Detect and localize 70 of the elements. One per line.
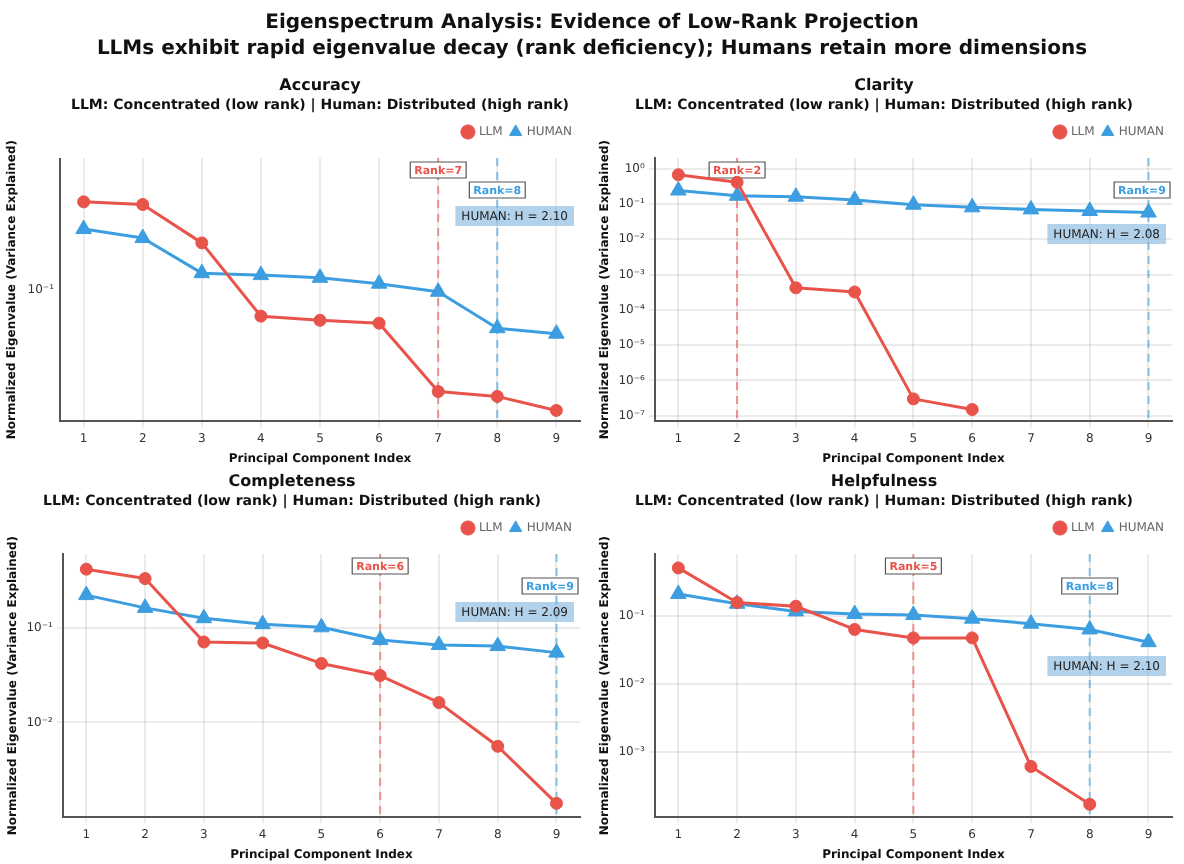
point: [78, 585, 95, 601]
point: [1081, 619, 1099, 635]
point: [548, 324, 565, 339]
point: [963, 609, 981, 624]
point: [136, 598, 154, 613]
point: [370, 274, 388, 289]
point: [963, 197, 981, 213]
point: [548, 643, 565, 658]
point: [848, 622, 862, 636]
point: [197, 635, 211, 649]
point: [488, 318, 506, 334]
point: [1022, 614, 1040, 629]
point: [489, 636, 507, 652]
point: [193, 263, 211, 279]
point: [905, 195, 922, 210]
point: [371, 630, 389, 645]
text: LLMs exhibit rapid eigenvalue decay (rank deficiency); Humans retain more dimensions: [96, 36, 1088, 62]
point: [670, 584, 687, 600]
point: [549, 796, 563, 810]
point: [313, 617, 330, 633]
point: [372, 316, 386, 330]
chart-title: Accuracy: [279, 75, 363, 94]
point: [846, 190, 863, 205]
point: [906, 631, 920, 645]
point: [79, 562, 93, 576]
point: [671, 168, 685, 182]
point: [1140, 632, 1157, 648]
chart-title: Clarity: [854, 75, 916, 94]
point: [254, 614, 271, 630]
point: [670, 181, 687, 196]
point: [1081, 201, 1099, 217]
point: [787, 187, 805, 202]
point: [314, 656, 328, 670]
point: [311, 268, 329, 283]
point: [730, 175, 744, 189]
point: [906, 392, 920, 406]
point: [965, 403, 979, 417]
point: [905, 605, 922, 620]
point: [848, 285, 862, 299]
point: [728, 186, 746, 201]
point: [136, 198, 150, 211]
point: [432, 696, 446, 710]
point: [1140, 203, 1157, 218]
point: [1083, 797, 1097, 811]
point: [491, 739, 505, 753]
point: [965, 631, 979, 645]
point: [373, 669, 387, 683]
point: [431, 385, 445, 399]
chart-title: Helpfulness: [830, 471, 938, 490]
point: [195, 608, 213, 624]
point: [1022, 199, 1040, 215]
point: [195, 236, 209, 250]
text: Eigenspectrum Analysis: Evidence of Low-Rank Projection: [265, 10, 919, 36]
point: [313, 313, 327, 327]
point: [430, 635, 448, 651]
point: [252, 265, 270, 281]
point: [134, 228, 152, 244]
point: [256, 636, 270, 650]
point: [138, 572, 152, 586]
point: [77, 195, 91, 209]
point: [490, 389, 504, 403]
point: [789, 281, 803, 295]
point: [429, 282, 447, 297]
point: [549, 403, 563, 417]
point: [846, 604, 863, 620]
point: [1024, 760, 1038, 773]
point: [254, 309, 268, 323]
point: [75, 219, 92, 235]
chart-title: Completeness: [228, 471, 356, 490]
point: [671, 561, 685, 575]
